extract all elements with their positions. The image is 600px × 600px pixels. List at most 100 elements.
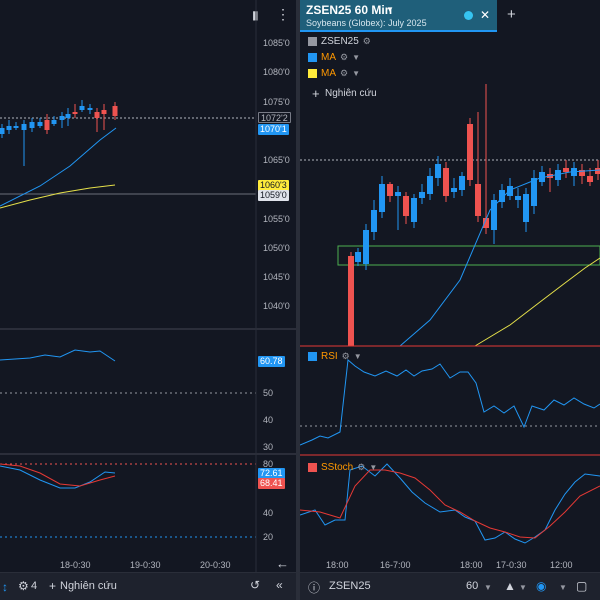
close-price-tag: 1059'0 (258, 190, 289, 201)
candle-body (0, 128, 5, 134)
chevron-down-icon[interactable]: ▼ (386, 5, 394, 14)
candle-body (507, 186, 513, 196)
right-chart-pane[interactable]: ZSEN25 60 Min ▼ Soybeans (Globex): July … (300, 0, 600, 600)
gear-icon[interactable]: ⚙ (340, 51, 349, 62)
rsi-axis-label: 50 (263, 388, 274, 398)
candle-body (435, 164, 441, 178)
chevron-down-icon[interactable]: ▼ (519, 583, 527, 592)
swatch-icon (308, 351, 317, 361)
time-axis-label: 18:00 (460, 560, 483, 570)
candle-body (379, 184, 385, 212)
settings-icon[interactable]: ⚙ (18, 579, 29, 593)
candle-body (72, 112, 78, 114)
add-study-icon[interactable]: + (312, 86, 320, 101)
add-tab-icon[interactable]: + (507, 6, 516, 23)
candle-body (531, 178, 537, 206)
stoch-axis-label: 80 (263, 459, 274, 469)
candle-body (387, 184, 393, 196)
candle-body (29, 122, 35, 128)
chevron-down-icon[interactable]: ▼ (353, 351, 362, 361)
dock-icon[interactable]: ▮ (252, 8, 259, 22)
chart-type-icon[interactable]: ▲ (504, 579, 516, 593)
price-axis-label: 1080'0 (263, 67, 290, 77)
left-chart-pane[interactable]: ▮ ⋮ 1085'0 1080'0 1075'0 1065'0 1055'0 1… (0, 0, 296, 600)
candle-body (371, 210, 377, 232)
candle-body (483, 218, 489, 228)
gear-icon[interactable]: ⚙ (357, 461, 366, 472)
candle-body (411, 198, 417, 222)
study-button[interactable]: Nghiên cứu (325, 88, 377, 99)
candle-body (459, 176, 465, 190)
candle-body (563, 168, 569, 172)
legend-ma-yellow[interactable]: MA ⚙ ▼ (308, 66, 360, 80)
collapse-icon[interactable]: « (276, 578, 283, 592)
close-icon[interactable]: ✕ (480, 8, 491, 22)
more-icon[interactable]: ⋮ (276, 6, 290, 22)
chevron-down-icon[interactable]: ▼ (352, 68, 360, 78)
gear-icon[interactable]: ⚙ (341, 350, 350, 361)
study-button[interactable]: Nghiên cứu (60, 580, 117, 592)
candle-body (13, 126, 19, 128)
gear-icon[interactable]: ⚙ (362, 35, 371, 46)
time-axis-label: 18:00 (326, 560, 349, 570)
legend-ma-blue[interactable]: MA ⚙ ▼ (308, 50, 360, 64)
status-dot (464, 11, 473, 20)
right-stoch-red (300, 469, 600, 539)
chevron-down-icon[interactable]: ▼ (484, 583, 492, 592)
stoch-label: SStoch (321, 461, 354, 473)
rsi-axis-label: 30 (263, 442, 274, 452)
left-stoch-blue (0, 465, 116, 489)
left-ma-yellow-line (0, 184, 116, 209)
chevron-down-icon[interactable]: ▼ (559, 583, 567, 592)
candle-body (403, 196, 409, 216)
info-icon[interactable]: ⓘ (308, 581, 321, 595)
right-stoch-blue (300, 463, 600, 544)
legend-label: MA (321, 51, 336, 63)
rsi-legend[interactable]: RSI ⚙ ▼ (308, 349, 362, 363)
visibility-icon[interactable]: ◉ (536, 579, 547, 593)
time-axis-label: 19-0:30 (130, 560, 161, 570)
candle-body (523, 194, 529, 222)
chevron-down-icon[interactable]: ▼ (369, 462, 378, 472)
swatch-icon (308, 68, 317, 78)
time-axis-label: 18-0:30 (60, 560, 91, 570)
scroll-back-icon[interactable]: ← (276, 556, 289, 571)
stoch-legend[interactable]: SStoch ⚙ ▼ (308, 460, 377, 474)
price-axis-label: 1050'0 (263, 243, 290, 253)
candle-body (94, 112, 100, 118)
right-ma-blue-line (399, 169, 600, 347)
rsi-axis-label: 40 (263, 415, 274, 425)
candle-body (587, 176, 593, 182)
candle-body (51, 120, 57, 124)
candle-body (491, 200, 497, 230)
right-chart-canvas (300, 84, 600, 544)
candle-body (79, 106, 85, 110)
time-axis-label: 12:00 (550, 560, 573, 570)
stoch-k-tag: 72.61 (258, 468, 285, 479)
stoch-d-tag: 68.41 (258, 478, 285, 489)
last-price-tag: 1072'2 (258, 112, 291, 123)
symbol-selector[interactable]: ZSEN25 (329, 580, 371, 592)
symbol-title: ZSEN25 60 Min (306, 3, 393, 17)
candle-body (363, 230, 369, 264)
candle-body (37, 122, 43, 126)
add-study-icon[interactable]: + (49, 579, 57, 593)
rsi-label: RSI (321, 350, 338, 362)
updown-icon[interactable]: ↕ (2, 580, 8, 594)
price-axis-label: 1055'0 (263, 214, 290, 224)
chevron-down-icon[interactable]: ▼ (352, 52, 360, 62)
reset-icon[interactable]: ↺ (250, 578, 261, 592)
legend-label: MA (321, 67, 336, 79)
candle-body (101, 110, 107, 114)
pane-splitter[interactable] (296, 0, 300, 600)
drawing-icon[interactable]: ▢ (576, 579, 588, 593)
ma-yellow-price-tag: 1060'3 (258, 180, 289, 191)
candle-body (579, 170, 585, 176)
chart-tab[interactable]: ZSEN25 60 Min ▼ Soybeans (Globex): July … (300, 0, 497, 32)
gear-icon[interactable]: ⚙ (340, 67, 349, 78)
interval-selector[interactable]: 60 (466, 580, 479, 592)
left-bottom-toolbar: ↕ ⚙ 4 + Nghiên cứu ↺ « (0, 572, 296, 600)
legend-symbol[interactable]: ZSEN25 ⚙ (308, 34, 371, 48)
candle-body (395, 192, 401, 196)
price-axis-label: 1085'0 (263, 38, 290, 48)
